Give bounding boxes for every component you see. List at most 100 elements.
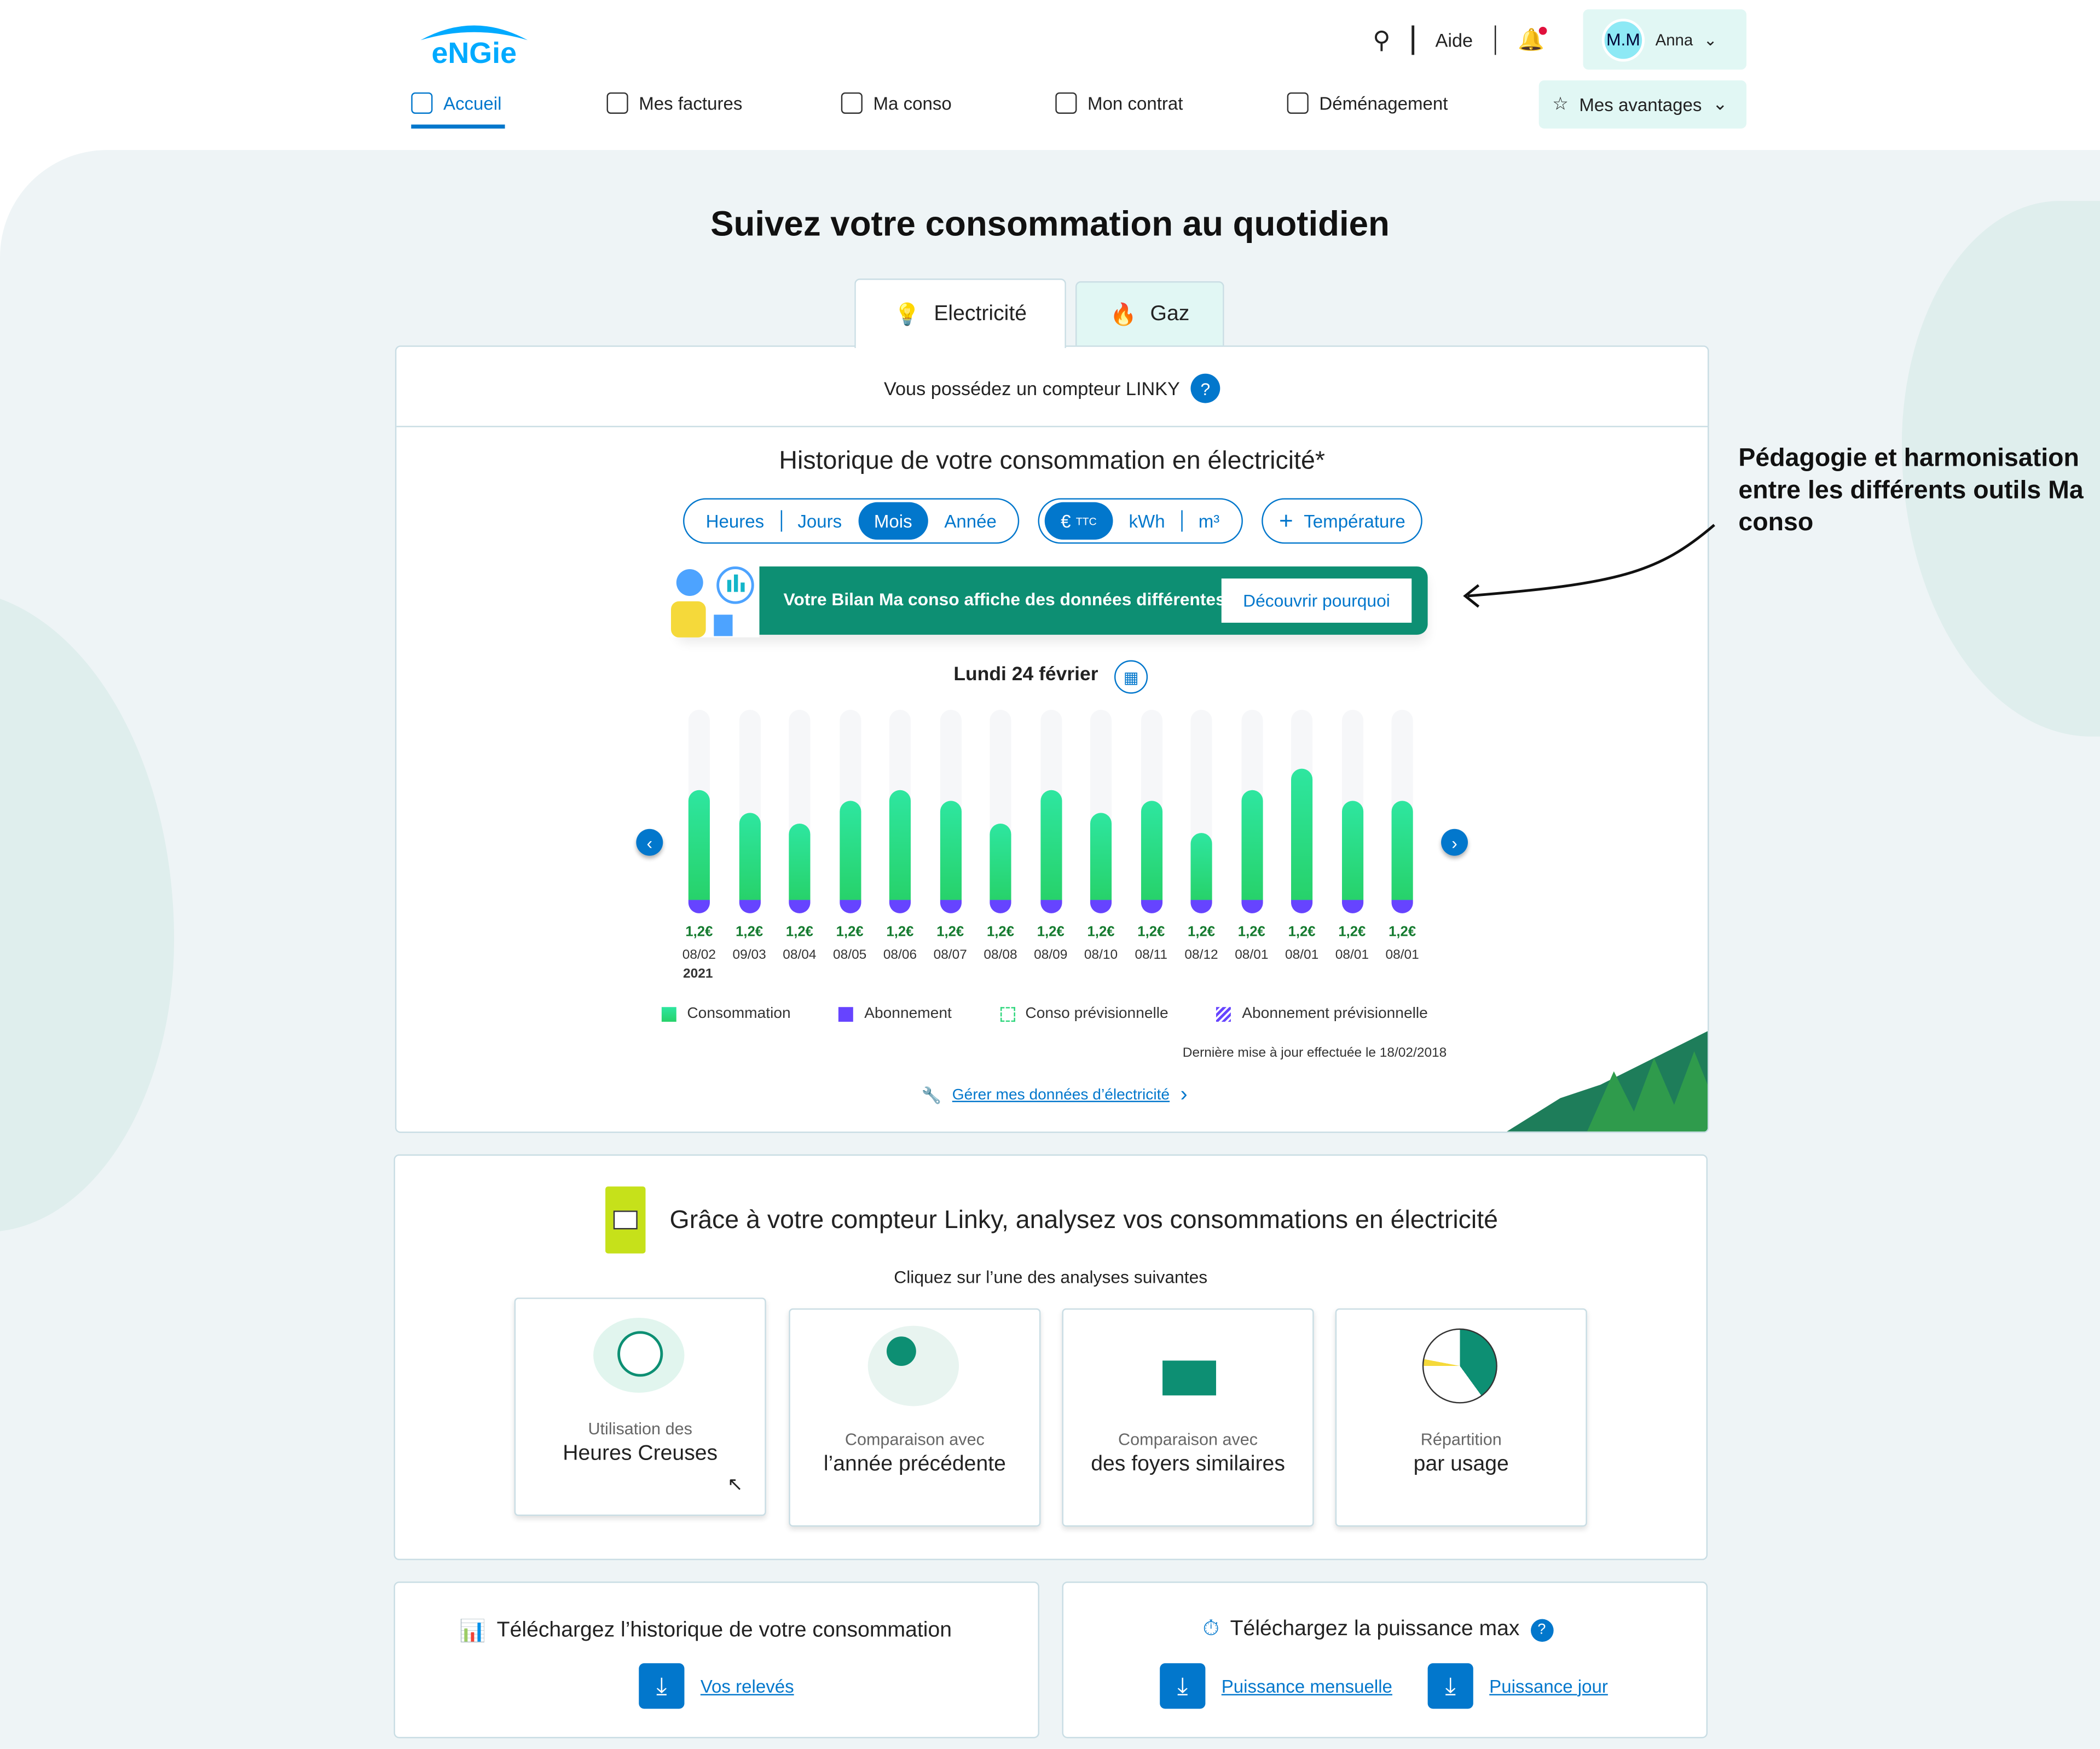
period-selector: Heures Jours Mois Année bbox=[683, 498, 1020, 544]
card-small-text: Comparaison avec bbox=[1118, 1430, 1258, 1449]
unit-m3[interactable]: m³ bbox=[1198, 511, 1220, 531]
linky-meter-icon bbox=[605, 1186, 646, 1254]
x-tick-label: 08/11 bbox=[1135, 948, 1167, 963]
analysis-card-repartition[interactable]: Répartition par usage bbox=[1335, 1308, 1587, 1527]
period-jours[interactable]: Jours bbox=[797, 511, 842, 531]
analysis-card-annee-precedente[interactable]: Comparaison avec l’année précédente bbox=[789, 1308, 1041, 1527]
divider bbox=[1494, 25, 1496, 55]
manage-data-link[interactable]: 🔧 Gérer mes données d’électricité › bbox=[922, 1084, 1188, 1108]
period-annee[interactable]: Année bbox=[944, 511, 997, 531]
data-label: 1,2€ bbox=[736, 924, 763, 940]
linky-subtitle: Cliquez sur l’une des analyses suivantes bbox=[894, 1266, 1208, 1287]
grid-icon bbox=[411, 92, 433, 114]
download-releves-link[interactable]: ⤓ Vos relevés bbox=[639, 1663, 794, 1709]
x-tick-label: 08/06 bbox=[883, 948, 917, 963]
bar-consommation[interactable] bbox=[1341, 801, 1363, 900]
analysis-card-heures-creuses[interactable]: Utilisation des Heures Creuses ↖ bbox=[514, 1298, 766, 1516]
analysis-card-foyers-similaires[interactable]: Comparaison avec des foyers similaires bbox=[1062, 1308, 1314, 1527]
search-icon[interactable]: ⚲ bbox=[1373, 26, 1391, 53]
banner-text: Votre Bilan Ma conso affiche des données… bbox=[783, 589, 1241, 610]
data-label: 1,2€ bbox=[936, 924, 964, 940]
legend-consommation: Consommation bbox=[661, 1006, 791, 1022]
nav-item-mes-factures[interactable]: Mes factures bbox=[606, 89, 841, 118]
chart-legend: Consommation Abonnement Conso prévisionn… bbox=[661, 1006, 1476, 1022]
bell-icon[interactable]: 🔔 bbox=[1518, 26, 1547, 54]
bulb-comparison-icon bbox=[867, 1325, 959, 1406]
unit-euro[interactable]: € TTC bbox=[1044, 502, 1113, 540]
divider bbox=[396, 426, 1708, 427]
linky-title: Grâce à votre compteur Linky, analysez v… bbox=[669, 1206, 1499, 1235]
tab-gaz[interactable]: 🔥 Gaz bbox=[1075, 281, 1224, 346]
period-mois[interactable]: Mois bbox=[858, 502, 928, 540]
unit-kwh[interactable]: kWh bbox=[1129, 511, 1165, 531]
x-tick-label: 08/04 bbox=[783, 948, 817, 963]
x-tick-label: 08/09 bbox=[1034, 948, 1068, 963]
download-daily-power-link[interactable]: ⤓ Puissance jour bbox=[1427, 1663, 1608, 1709]
bar-consommation[interactable] bbox=[1391, 801, 1413, 900]
svg-text:eNGie: eNGie bbox=[431, 37, 517, 67]
engie-logo[interactable]: eNGie bbox=[413, 19, 536, 67]
info-banner: Votre Bilan Ma conso affiche des données… bbox=[666, 564, 1428, 638]
calendar-icon[interactable]: ▦ bbox=[1114, 660, 1148, 694]
data-label: 1,2€ bbox=[1237, 924, 1265, 940]
next-arrow-button[interactable]: › bbox=[1441, 829, 1468, 856]
data-label: 1,2€ bbox=[1137, 924, 1165, 940]
nav-item-mes-avantages[interactable]: ☆ Mes avantages ⌄ bbox=[1538, 80, 1747, 129]
main-nav: Accueil Mes factures Ma conso Mon contra… bbox=[411, 89, 1448, 129]
help-icon[interactable]: ? bbox=[1190, 373, 1220, 403]
data-label: 1,2€ bbox=[1087, 924, 1115, 940]
bar-consommation[interactable] bbox=[1291, 768, 1313, 900]
unit-selector: € TTC kWh m³ bbox=[1038, 498, 1242, 544]
download-icon: ⤓ bbox=[639, 1663, 685, 1709]
chart-icon bbox=[841, 92, 863, 114]
bar-consommation[interactable] bbox=[1190, 833, 1212, 900]
tab-electricite[interactable]: 💡 Electricité bbox=[854, 278, 1066, 349]
bar-consommation[interactable] bbox=[839, 801, 861, 900]
chevron-down-icon: ⌄ bbox=[1713, 94, 1728, 114]
bar-consommation[interactable] bbox=[789, 824, 811, 900]
data-label: 1,2€ bbox=[986, 924, 1014, 940]
x-tick-label: 08/07 bbox=[933, 948, 967, 963]
x-tick-label: 08/01 bbox=[1285, 948, 1319, 963]
bar-consommation[interactable] bbox=[1241, 789, 1263, 900]
bar-consommation[interactable] bbox=[738, 812, 760, 900]
nav-item-accueil[interactable]: Accueil bbox=[411, 89, 606, 129]
bar-consommation[interactable] bbox=[990, 824, 1011, 900]
bar-consommation[interactable] bbox=[1140, 801, 1162, 900]
nav-label: Ma conso bbox=[873, 93, 952, 113]
link-label: Puissance mensuelle bbox=[1221, 1676, 1392, 1696]
nav-label: Mes avantages bbox=[1579, 94, 1702, 115]
discover-why-button[interactable]: Découvrir pourquoi bbox=[1221, 578, 1412, 623]
user-menu[interactable]: M.M Anna ⌄ bbox=[1583, 9, 1747, 70]
nav-item-mon-contrat[interactable]: Mon contrat bbox=[1055, 89, 1287, 118]
data-label: 1,2€ bbox=[886, 924, 914, 940]
x-tick-label: 08/10 bbox=[1084, 948, 1118, 963]
download-monthly-power-link[interactable]: ⤓ Puissance mensuelle bbox=[1160, 1663, 1392, 1709]
period-heures[interactable]: Heures bbox=[705, 511, 765, 531]
nav-item-ma-conso[interactable]: Ma conso bbox=[841, 89, 1056, 118]
bar-consommation[interactable] bbox=[688, 789, 710, 900]
legend-conso-previsionnelle: Conso prévisionnelle bbox=[999, 1006, 1168, 1022]
bar-consommation[interactable] bbox=[1090, 812, 1112, 900]
houses-icon bbox=[1141, 1329, 1237, 1401]
pie-chart-icon bbox=[1422, 1328, 1497, 1404]
x-tick-label: 08/12 bbox=[1184, 948, 1218, 963]
invoice-icon bbox=[606, 92, 628, 114]
download-power-title: Téléchargez la puissance max bbox=[1230, 1618, 1520, 1641]
link-label: Puissance jour bbox=[1489, 1676, 1608, 1696]
data-label: 1,2€ bbox=[1037, 924, 1065, 940]
temperature-toggle[interactable]: + Température bbox=[1262, 498, 1423, 544]
bar-consommation[interactable] bbox=[939, 801, 961, 900]
nav-item-demenagement[interactable]: Déménagement bbox=[1287, 89, 1448, 118]
user-name: Anna bbox=[1655, 30, 1693, 49]
help-icon[interactable]: ? bbox=[1530, 1618, 1553, 1641]
help-link[interactable]: Aide bbox=[1435, 29, 1473, 51]
previous-arrow-button[interactable]: ‹ bbox=[636, 829, 663, 856]
bar-consommation[interactable] bbox=[1040, 789, 1062, 900]
link-label: Vos relevés bbox=[700, 1676, 794, 1696]
download-icon: ⤓ bbox=[1427, 1663, 1473, 1709]
bar-consommation[interactable] bbox=[889, 789, 911, 900]
card-title: l’année précédente bbox=[823, 1453, 1006, 1476]
card-title: des foyers similaires bbox=[1091, 1453, 1285, 1476]
